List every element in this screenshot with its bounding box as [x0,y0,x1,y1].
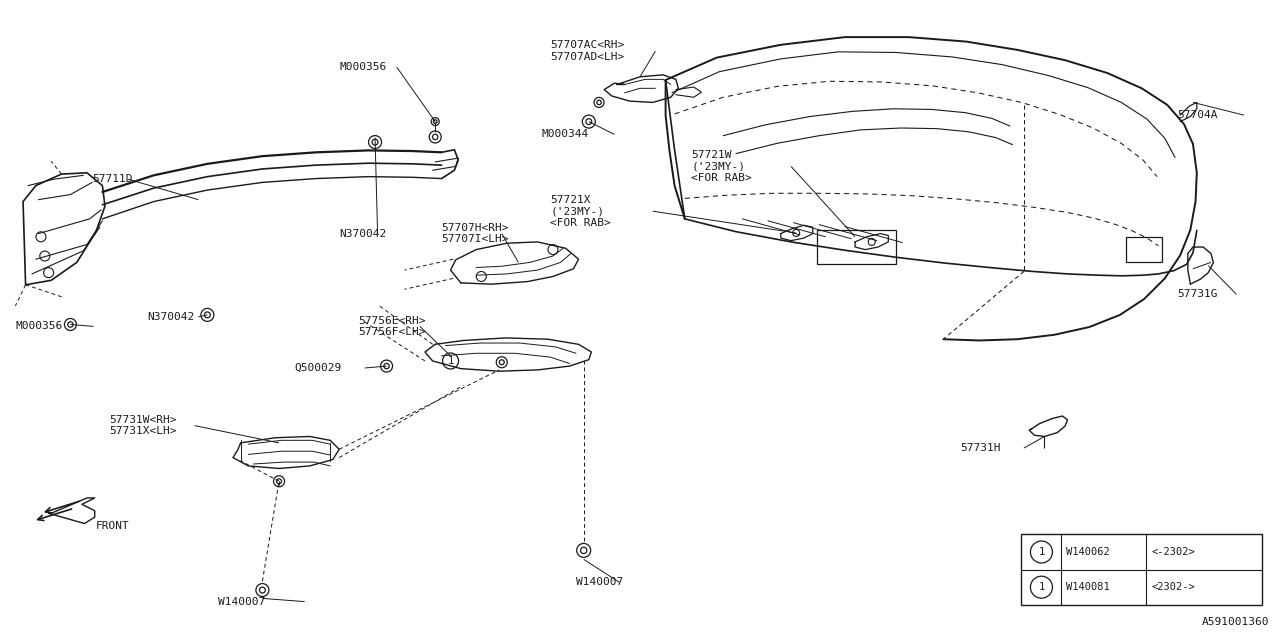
Text: N370042: N370042 [339,228,387,239]
Text: 57704A: 57704A [1178,110,1219,120]
Text: <2302->: <2302-> [1152,582,1196,592]
Text: 1: 1 [1038,582,1044,592]
Text: M000356: M000356 [15,321,63,332]
Text: M000356: M000356 [339,62,387,72]
Text: 1: 1 [448,356,453,366]
Text: 57707AC<RH>
57707AD<LH>: 57707AC<RH> 57707AD<LH> [550,40,625,62]
Text: 57731H: 57731H [960,443,1001,453]
Text: W140007: W140007 [576,577,623,588]
Text: 57731W<RH>
57731X<LH>: 57731W<RH> 57731X<LH> [109,415,177,436]
Text: N370042: N370042 [147,312,195,322]
Circle shape [1030,576,1052,598]
Text: W140007: W140007 [218,596,265,607]
Text: 57711D: 57711D [92,174,133,184]
Text: <-2302>: <-2302> [1152,547,1196,557]
Text: 1: 1 [1038,547,1044,557]
Text: W140081: W140081 [1066,582,1110,592]
Text: W140062: W140062 [1066,547,1110,557]
Text: 57731G: 57731G [1178,289,1219,300]
Text: M000344: M000344 [541,129,589,140]
Text: FRONT: FRONT [96,521,129,531]
Circle shape [1030,541,1052,563]
Text: 57721X
('23MY-)
<FOR RAB>: 57721X ('23MY-) <FOR RAB> [550,195,611,228]
Text: 57707H<RH>
57707I<LH>: 57707H<RH> 57707I<LH> [442,223,509,244]
Text: 57721W
('23MY-)
<FOR RAB>: 57721W ('23MY-) <FOR RAB> [691,150,751,183]
Text: A591001360: A591001360 [1202,617,1270,627]
Text: Q500029: Q500029 [294,363,342,373]
Text: 57756E<RH>
57756F<LH>: 57756E<RH> 57756F<LH> [358,316,426,337]
